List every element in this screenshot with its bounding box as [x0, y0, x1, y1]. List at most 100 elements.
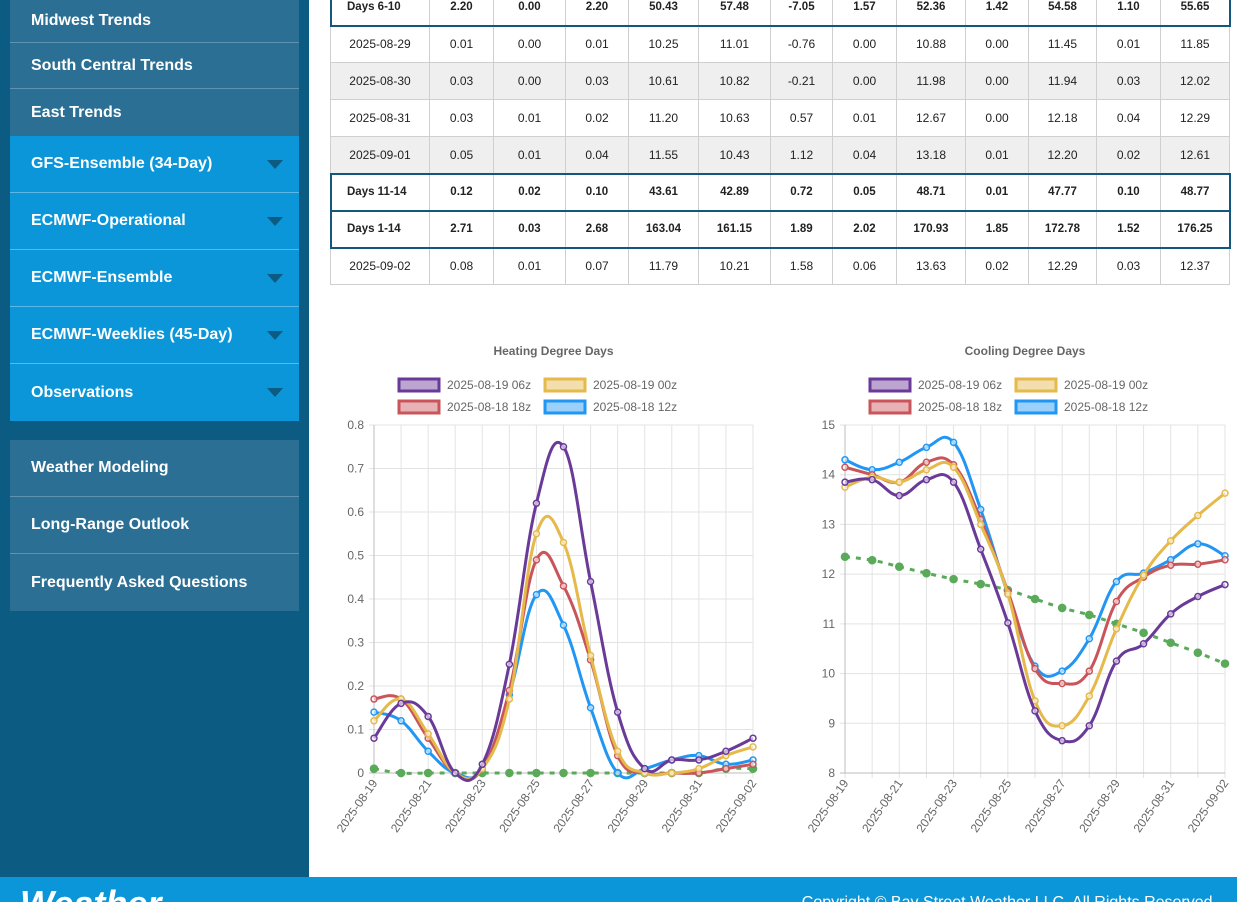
sidebar-item-midwest-trends[interactable]: Midwest Trends [10, 0, 299, 43]
data-point[interactable] [586, 704, 595, 712]
data-point[interactable] [894, 562, 904, 571]
data-point[interactable] [586, 768, 595, 778]
data-point[interactable] [505, 695, 514, 703]
data-point[interactable] [949, 478, 958, 486]
data-point[interactable] [949, 463, 958, 472]
data-point[interactable] [868, 475, 876, 484]
data-point[interactable] [922, 443, 931, 452]
data-point[interactable] [369, 764, 379, 773]
data-point[interactable] [1058, 736, 1066, 745]
data-point[interactable] [613, 769, 622, 777]
data-point[interactable] [722, 764, 730, 773]
data-point[interactable] [841, 456, 849, 464]
data-point[interactable] [922, 458, 931, 467]
data-point[interactable] [1220, 659, 1230, 668]
dropdown-ecmwf-ensemble[interactable]: ECMWF-Ensemble [10, 250, 299, 307]
data-point[interactable] [370, 734, 378, 742]
data-point[interactable] [922, 568, 931, 578]
data-point[interactable] [370, 708, 378, 716]
data-point[interactable] [1139, 639, 1148, 648]
data-point[interactable] [1112, 597, 1121, 606]
data-point[interactable] [613, 708, 622, 716]
data-point[interactable] [922, 465, 931, 474]
data-point[interactable] [1194, 511, 1202, 520]
data-point[interactable] [749, 734, 757, 742]
data-point[interactable] [1085, 722, 1094, 730]
data-point[interactable] [505, 768, 514, 778]
data-point[interactable] [1112, 657, 1121, 665]
data-point[interactable] [1085, 635, 1094, 643]
sidebar-item-long-range-outlook[interactable]: Long-Range Outlook [10, 497, 299, 554]
data-point[interactable] [1166, 638, 1176, 648]
data-point[interactable] [559, 443, 568, 451]
data-point[interactable] [749, 760, 757, 769]
data-point[interactable] [949, 574, 958, 584]
data-point[interactable] [1194, 560, 1202, 568]
data-point[interactable] [559, 538, 568, 547]
data-point[interactable] [505, 660, 514, 668]
legend-item[interactable]: 2025-08-19 00z [543, 377, 677, 393]
legend-item[interactable]: 2025-08-18 12z [1014, 399, 1148, 415]
data-point[interactable] [586, 651, 595, 660]
data-point[interactable] [1166, 561, 1175, 569]
data-point[interactable] [532, 768, 541, 778]
data-point[interactable] [532, 556, 541, 564]
data-point[interactable] [370, 695, 378, 703]
data-point[interactable] [478, 760, 487, 769]
sidebar-item-weather-modeling[interactable]: Weather Modeling [10, 440, 299, 497]
data-point[interactable] [841, 463, 849, 472]
data-point[interactable] [559, 768, 568, 778]
data-point[interactable] [1057, 603, 1067, 613]
data-point[interactable] [586, 577, 595, 586]
data-point[interactable] [722, 747, 730, 755]
data-point[interactable] [1139, 571, 1148, 579]
data-point[interactable] [976, 520, 985, 529]
data-point[interactable] [1221, 489, 1229, 497]
data-point[interactable] [1085, 692, 1094, 700]
data-point[interactable] [397, 699, 405, 708]
data-point[interactable] [1194, 540, 1202, 548]
footer-logo[interactable]: Weather [20, 883, 161, 902]
legend-item[interactable]: 2025-08-19 00z [1014, 377, 1148, 393]
sidebar-item-faq[interactable]: Frequently Asked Questions [10, 554, 299, 611]
data-point[interactable] [1112, 577, 1121, 586]
data-point[interactable] [668, 769, 676, 777]
data-point[interactable] [840, 552, 850, 562]
dropdown-observations[interactable]: Observations [10, 364, 299, 421]
data-point[interactable] [1085, 667, 1094, 675]
data-point[interactable] [895, 458, 904, 467]
data-point[interactable] [695, 756, 703, 764]
data-point[interactable] [867, 555, 877, 565]
data-point[interactable] [423, 768, 433, 778]
dropdown-ecmwf-weeklies[interactable]: ECMWF-Weeklies (45-Day) [10, 307, 299, 364]
data-point[interactable] [1112, 625, 1121, 633]
data-point[interactable] [640, 764, 649, 773]
data-point[interactable] [613, 747, 622, 755]
dropdown-gfs-ensemble[interactable]: GFS-Ensemble (34-Day) [10, 136, 299, 193]
data-point[interactable] [1004, 619, 1012, 627]
data-point[interactable] [895, 478, 904, 486]
data-point[interactable] [451, 769, 459, 777]
data-point[interactable] [1058, 722, 1066, 730]
data-point[interactable] [922, 475, 931, 484]
data-point[interactable] [1004, 590, 1012, 598]
data-point[interactable] [532, 499, 541, 508]
data-point[interactable] [424, 712, 432, 721]
sidebar-item-south-central-trends[interactable]: South Central Trends [10, 43, 299, 89]
data-point[interactable] [1193, 648, 1203, 657]
data-point[interactable] [1058, 667, 1066, 675]
data-point[interactable] [559, 582, 568, 590]
dropdown-ecmwf-operational[interactable]: ECMWF-Operational [10, 193, 299, 250]
data-point[interactable] [1031, 664, 1039, 673]
data-point[interactable] [668, 756, 676, 764]
sidebar-item-east-trends[interactable]: East Trends [10, 89, 299, 136]
legend-item[interactable]: 2025-08-19 06z [868, 377, 1002, 393]
data-point[interactable] [1166, 610, 1175, 618]
data-point[interactable] [1166, 537, 1175, 545]
data-point[interactable] [396, 768, 406, 778]
data-point[interactable] [1031, 707, 1039, 715]
legend-item[interactable]: 2025-08-18 18z [868, 399, 1002, 415]
data-point[interactable] [1194, 592, 1202, 601]
data-point[interactable] [370, 717, 378, 725]
data-point[interactable] [1139, 628, 1148, 638]
